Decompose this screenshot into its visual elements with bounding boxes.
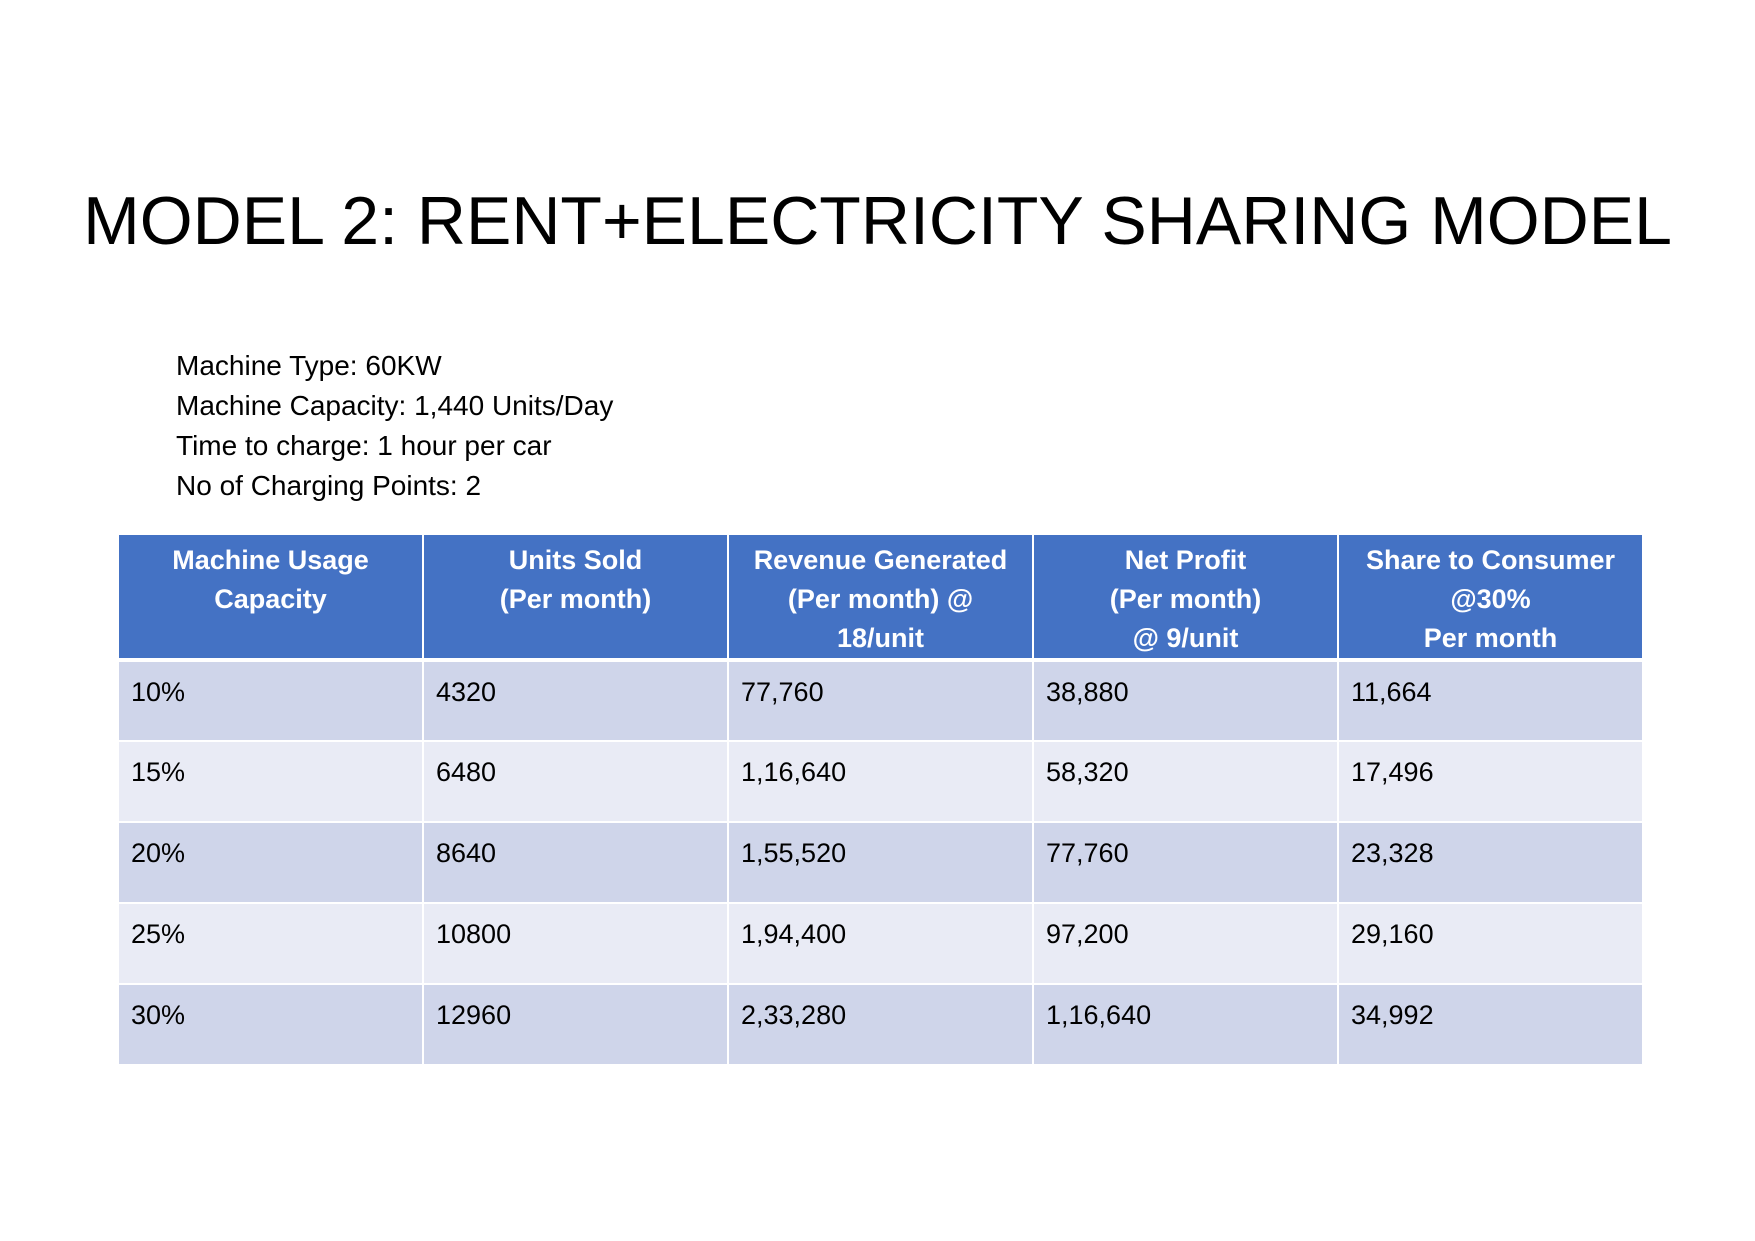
cell-net-profit: 38,880 — [1032, 659, 1339, 742]
table-header: Machine Usage Capacity Units Sold (Per m… — [117, 533, 1644, 661]
header-line: (Per month) — [1109, 584, 1262, 614]
cell-usage-capacity: 25% — [117, 902, 424, 985]
cell-net-profit: 77,760 — [1032, 821, 1339, 904]
column-header-usage-capacity: Machine Usage Capacity — [117, 533, 424, 661]
header-line: Share to Consumer — [1365, 545, 1616, 575]
cell-net-profit: 97,200 — [1032, 902, 1339, 985]
header-line: Revenue Generated — [753, 545, 1008, 575]
header-line: 18/unit — [836, 623, 924, 653]
spec-time-to-charge: Time to charge: 1 hour per car — [176, 430, 552, 461]
revenue-sharing-table: Machine Usage Capacity Units Sold (Per m… — [117, 533, 1644, 1066]
cell-units-sold: 10800 — [422, 902, 729, 985]
header-line: (Per month) — [499, 584, 652, 614]
table-row: 20% 8640 1,55,520 77,760 23,328 — [117, 821, 1644, 904]
column-header-consumer-share: Share to Consumer @30% Per month — [1337, 533, 1644, 661]
cell-consumer-share: 29,160 — [1337, 902, 1644, 985]
table-header-row: Machine Usage Capacity Units Sold (Per m… — [117, 533, 1644, 661]
spec-machine-type: Machine Type: 60KW — [176, 350, 442, 381]
cell-revenue: 1,55,520 — [727, 821, 1034, 904]
cell-usage-capacity: 20% — [117, 821, 424, 904]
cell-units-sold: 4320 — [422, 659, 729, 742]
cell-revenue: 77,760 — [727, 659, 1034, 742]
cell-usage-capacity: 15% — [117, 740, 424, 823]
table-row: 15% 6480 1,16,640 58,320 17,496 — [117, 740, 1644, 823]
cell-consumer-share: 17,496 — [1337, 740, 1644, 823]
cell-net-profit: 58,320 — [1032, 740, 1339, 823]
spec-machine-capacity: Machine Capacity: 1,440 Units/Day — [176, 390, 614, 421]
cell-revenue: 1,16,640 — [727, 740, 1034, 823]
cell-units-sold: 6480 — [422, 740, 729, 823]
table-row: 25% 10800 1,94,400 97,200 29,160 — [117, 902, 1644, 985]
header-line: (Per month) @ — [787, 584, 974, 614]
cell-usage-capacity: 30% — [117, 983, 424, 1066]
column-header-revenue: Revenue Generated (Per month) @ 18/unit — [727, 533, 1034, 661]
header-line: Machine Usage — [172, 545, 369, 575]
header-line: Per month — [1423, 623, 1558, 653]
table-row: 10% 4320 77,760 38,880 11,664 — [117, 659, 1644, 742]
slide-title: MODEL 2: RENT+ELECTRICITY SHARING MODEL — [83, 183, 1672, 259]
header-line: @30% — [1450, 584, 1531, 614]
cell-net-profit: 1,16,640 — [1032, 983, 1339, 1066]
cell-units-sold: 12960 — [422, 983, 729, 1066]
header-line: Net Profit — [1124, 545, 1247, 575]
machine-specs-list: Machine Type: 60KW Machine Capacity: 1,4… — [176, 346, 613, 506]
spec-charging-points: No of Charging Points: 2 — [176, 470, 482, 501]
cell-consumer-share: 23,328 — [1337, 821, 1644, 904]
cell-revenue: 1,94,400 — [727, 902, 1034, 985]
cell-revenue: 2,33,280 — [727, 983, 1034, 1066]
table-row: 30% 12960 2,33,280 1,16,640 34,992 — [117, 983, 1644, 1066]
header-line: Capacity — [214, 584, 327, 614]
cell-usage-capacity: 10% — [117, 659, 424, 742]
column-header-net-profit: Net Profit (Per month) @ 9/unit — [1032, 533, 1339, 661]
header-line: @ 9/unit — [1132, 623, 1239, 653]
cell-units-sold: 8640 — [422, 821, 729, 904]
column-header-units-sold: Units Sold (Per month) — [422, 533, 729, 661]
cell-consumer-share: 11,664 — [1337, 659, 1644, 742]
table-body: 10% 4320 77,760 38,880 11,664 15% 6480 1… — [117, 659, 1644, 1066]
cell-consumer-share: 34,992 — [1337, 983, 1644, 1066]
header-line: Units Sold — [508, 545, 643, 575]
